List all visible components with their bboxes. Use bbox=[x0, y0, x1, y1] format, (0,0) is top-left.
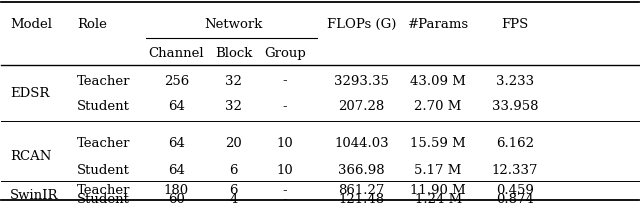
Text: FLOPs (G): FLOPs (G) bbox=[327, 18, 396, 31]
Text: 366.98: 366.98 bbox=[338, 163, 385, 176]
Text: 64: 64 bbox=[168, 136, 185, 149]
Text: 64: 64 bbox=[168, 163, 185, 176]
Text: 0.459: 0.459 bbox=[496, 183, 534, 196]
Text: 3293.35: 3293.35 bbox=[334, 74, 389, 87]
Text: 2.70 M: 2.70 M bbox=[415, 100, 462, 113]
Text: Channel: Channel bbox=[148, 47, 204, 60]
Text: 10: 10 bbox=[276, 163, 293, 176]
Text: -: - bbox=[283, 74, 287, 87]
Text: -: - bbox=[283, 192, 287, 204]
Text: 20: 20 bbox=[225, 136, 242, 149]
Text: RCAN: RCAN bbox=[10, 150, 52, 163]
Text: Group: Group bbox=[264, 47, 306, 60]
Text: EDSR: EDSR bbox=[10, 87, 50, 100]
Text: FPS: FPS bbox=[501, 18, 529, 31]
Text: -: - bbox=[283, 100, 287, 113]
Text: Student: Student bbox=[77, 100, 130, 113]
Text: 43.09 M: 43.09 M bbox=[410, 74, 466, 87]
Text: Model: Model bbox=[10, 18, 52, 31]
Text: 861.27: 861.27 bbox=[339, 183, 385, 196]
Text: 33.958: 33.958 bbox=[492, 100, 538, 113]
Text: 6: 6 bbox=[230, 183, 238, 196]
Text: Block: Block bbox=[215, 47, 252, 60]
Text: 60: 60 bbox=[168, 192, 185, 204]
Text: Teacher: Teacher bbox=[77, 136, 131, 149]
Text: 180: 180 bbox=[164, 183, 189, 196]
Text: 64: 64 bbox=[168, 100, 185, 113]
Text: 6: 6 bbox=[230, 163, 238, 176]
Text: -: - bbox=[283, 183, 287, 196]
Text: 32: 32 bbox=[225, 74, 242, 87]
Text: 11.90 M: 11.90 M bbox=[410, 183, 466, 196]
Text: Teacher: Teacher bbox=[77, 183, 131, 196]
Text: 6.162: 6.162 bbox=[496, 136, 534, 149]
Text: #Params: #Params bbox=[408, 18, 468, 31]
Text: Teacher: Teacher bbox=[77, 74, 131, 87]
Text: 1.24 M: 1.24 M bbox=[415, 192, 462, 204]
Text: 32: 32 bbox=[225, 100, 242, 113]
Text: 0.874: 0.874 bbox=[496, 192, 534, 204]
Text: 3.233: 3.233 bbox=[496, 74, 534, 87]
Text: 121.48: 121.48 bbox=[339, 192, 385, 204]
Text: Role: Role bbox=[77, 18, 108, 31]
Text: 207.28: 207.28 bbox=[339, 100, 385, 113]
Text: 1044.03: 1044.03 bbox=[334, 136, 389, 149]
Text: Student: Student bbox=[77, 192, 130, 204]
Text: 15.59 M: 15.59 M bbox=[410, 136, 466, 149]
Text: Network: Network bbox=[205, 18, 263, 31]
Text: SwinIR: SwinIR bbox=[10, 188, 59, 201]
Text: Student: Student bbox=[77, 163, 130, 176]
Text: 10: 10 bbox=[276, 136, 293, 149]
Text: 12.337: 12.337 bbox=[492, 163, 538, 176]
Text: 256: 256 bbox=[164, 74, 189, 87]
Text: 5.17 M: 5.17 M bbox=[415, 163, 462, 176]
Text: 4: 4 bbox=[230, 192, 238, 204]
